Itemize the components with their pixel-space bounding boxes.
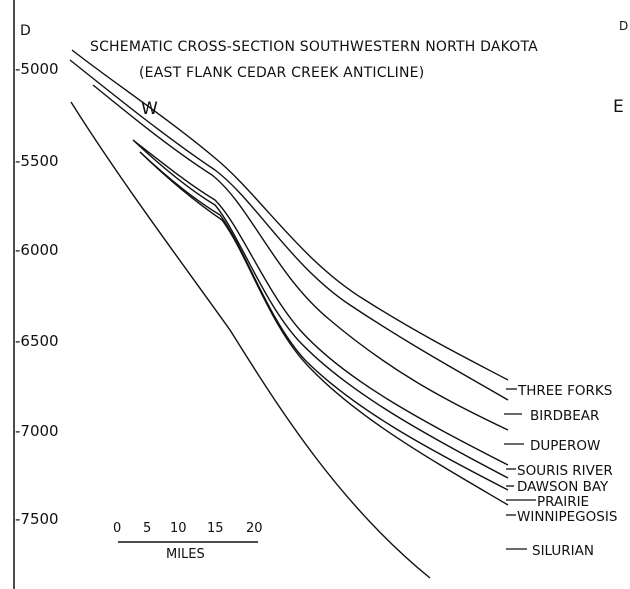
- depth-tick-6000: -6000: [15, 241, 59, 259]
- horizon-prairie: [139, 151, 509, 491]
- formation-label-three-forks: THREE FORKS: [517, 383, 612, 399]
- horizon-three-forks: [71, 49, 509, 381]
- east-label: E: [613, 97, 624, 117]
- scale-bar: 0 5 10 15 20 MILES: [113, 521, 263, 562]
- diagram-title-line2: (EAST FLANK CEDAR CREEK ANTICLINE): [139, 65, 424, 81]
- depth-tick-6500: -6500: [15, 332, 59, 350]
- depth-tick-5500: -5500: [15, 152, 59, 170]
- depth-tick-7500: -7500: [15, 510, 59, 528]
- horizon-silurian: [70, 101, 431, 579]
- scale-tick-15: 15: [207, 521, 224, 536]
- formation-label-duperow: DUPEROW: [530, 438, 600, 454]
- scale-unit-label: MILES: [166, 547, 205, 562]
- corner-label-left: D: [20, 23, 31, 39]
- scale-tick-10: 10: [170, 521, 187, 536]
- scale-tick-5: 5: [143, 521, 151, 536]
- horizon-birdbear: [69, 59, 509, 401]
- horizon-winnipegosis: [139, 151, 509, 506]
- depth-tick-7000: -7000: [15, 422, 59, 440]
- scale-tick-20: 20: [246, 521, 263, 536]
- formation-label-winnipegosis: WINNIPEGOSIS: [517, 509, 617, 525]
- depth-tick-5000: -5000: [15, 60, 59, 78]
- horizon-dawson-bay: [132, 139, 509, 479]
- scale-tick-0: 0: [113, 521, 121, 536]
- formation-label-silurian: SILURIAN: [532, 543, 594, 559]
- formation-label-dawson-bay: DAWSON BAY: [517, 479, 609, 495]
- west-label: W: [141, 99, 158, 119]
- horizon-souris-river: [132, 139, 509, 466]
- formation-label-souris-river: SOURIS RIVER: [517, 463, 613, 479]
- formation-label-prairie: PRAIRIE: [537, 494, 589, 510]
- corner-label-right: D: [619, 19, 628, 33]
- diagram-title-line1: SCHEMATIC CROSS-SECTION SOUTHWESTERN NOR…: [90, 39, 538, 55]
- formation-label-birdbear: BIRDBEAR: [530, 408, 599, 424]
- horizon-duperow: [92, 84, 509, 431]
